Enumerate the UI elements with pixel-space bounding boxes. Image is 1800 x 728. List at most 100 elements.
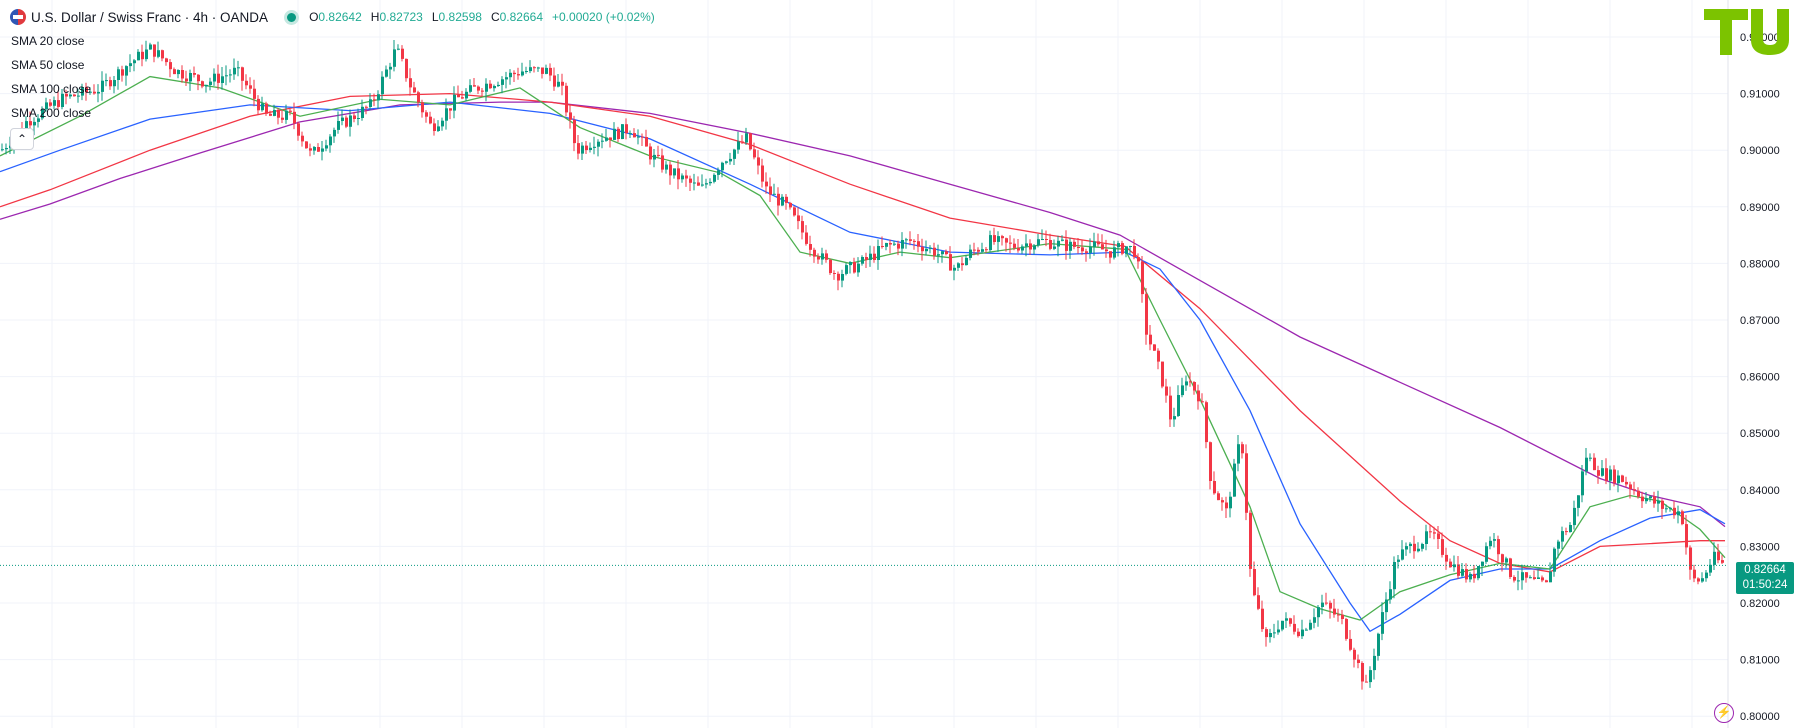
ohlc-low: L0.82598 — [431, 10, 482, 24]
sma-20-line — [0, 75, 1726, 621]
candle-body — [845, 265, 848, 274]
price-tick-label: 0.90000 — [1740, 145, 1780, 157]
candle-body — [761, 165, 764, 182]
candle-body — [529, 67, 532, 72]
candle-body — [533, 67, 536, 69]
candle-body — [505, 77, 508, 80]
candle-body — [321, 148, 324, 152]
candle-body — [1617, 475, 1620, 484]
price-tick-label: 0.87000 — [1740, 315, 1780, 327]
candle-body — [153, 44, 156, 57]
candle-body — [905, 239, 908, 241]
candle-body — [1633, 489, 1636, 491]
candle-body — [1537, 577, 1540, 579]
candle-body — [1713, 551, 1716, 565]
candle-body — [149, 44, 152, 50]
candle-body — [621, 124, 624, 139]
candle-body — [1525, 572, 1528, 578]
candle-body — [753, 149, 756, 158]
indicator-sma-50[interactable]: SMA 50 close — [11, 58, 85, 72]
candle-body — [1689, 547, 1692, 570]
collapse-indicators-button[interactable]: ⌃ — [10, 128, 34, 150]
candle-body — [1497, 539, 1500, 555]
candle-body — [253, 88, 256, 99]
candle-body — [1229, 496, 1232, 509]
candle-body — [1589, 457, 1592, 459]
candle-body — [333, 129, 336, 137]
candle-body — [829, 259, 832, 273]
candle-body — [1361, 663, 1364, 682]
sma-50-line — [0, 101, 1726, 633]
candle-body — [81, 87, 84, 96]
candle-body — [569, 112, 572, 120]
market-open-icon — [284, 9, 300, 25]
candle-body — [873, 253, 876, 260]
candle-body — [353, 115, 356, 119]
candle-body — [317, 147, 320, 152]
candle-body — [1117, 243, 1120, 248]
candle-body — [549, 67, 552, 76]
symbol-title[interactable]: U.S. Dollar / Swiss Franc · 4h · OANDA — [31, 9, 269, 25]
candle-body — [449, 108, 452, 111]
candle-body — [1641, 496, 1644, 502]
candle-body — [1025, 243, 1028, 247]
candle-body — [965, 257, 968, 266]
candle-body — [1237, 444, 1240, 464]
indicator-sma-100[interactable]: SMA 100 close — [11, 82, 92, 96]
candle-body — [825, 253, 828, 260]
candle-body — [381, 76, 384, 95]
candle-body — [765, 181, 768, 187]
candle-body — [629, 133, 632, 135]
candle-body — [833, 273, 836, 274]
candle-body — [1141, 261, 1144, 295]
candle-body — [1305, 629, 1308, 631]
candle-body — [1685, 524, 1688, 548]
candle-body — [433, 123, 436, 131]
candle-body — [1341, 614, 1344, 619]
candle-body — [729, 158, 732, 162]
indicator-sma-200[interactable]: SMA 200 close — [11, 106, 92, 120]
candle-body — [937, 254, 940, 256]
candle-body — [1705, 572, 1708, 579]
candle-body — [1605, 468, 1608, 481]
candle-body — [1321, 602, 1324, 607]
candle-body — [273, 110, 276, 116]
candle-body — [1221, 500, 1224, 503]
candle-body — [1425, 531, 1428, 544]
candle-body — [285, 110, 288, 120]
candle-body — [1441, 539, 1444, 555]
candle-body — [1193, 382, 1196, 391]
price-axis[interactable]: 0.920000.910000.900000.890000.880000.870… — [1727, 0, 1780, 728]
candle-body — [237, 67, 240, 69]
candle-body — [1333, 608, 1336, 615]
candle-body — [1073, 241, 1076, 247]
candle-body — [1153, 344, 1156, 351]
candle-body — [817, 256, 820, 260]
candle-body — [457, 94, 460, 98]
candle-body — [1325, 602, 1328, 604]
candle-body — [417, 92, 420, 103]
candle-body — [1597, 470, 1600, 476]
candle-body — [1309, 622, 1312, 630]
candle-body — [869, 253, 872, 260]
candle-body — [1701, 578, 1704, 582]
candle-body — [509, 72, 512, 78]
candle-body — [1449, 561, 1452, 568]
candle-body — [133, 60, 136, 64]
candle-body — [1197, 390, 1200, 402]
candle-body — [1265, 629, 1268, 638]
candle-body — [1097, 241, 1100, 245]
last-price-badge: 0.82664 01:50:24 — [1736, 562, 1794, 594]
chevron-up-icon: ⌃ — [16, 132, 28, 146]
indicator-sma-20[interactable]: SMA 20 close — [11, 34, 85, 48]
candle-body — [1257, 595, 1260, 609]
candle-body — [109, 80, 112, 87]
lightning-icon[interactable]: ⚡ — [1714, 703, 1734, 723]
candle-body — [1049, 240, 1052, 249]
price-tick-label: 0.91000 — [1740, 89, 1780, 101]
candle-body — [101, 80, 104, 92]
candle-body — [485, 83, 488, 92]
candle-body — [981, 249, 984, 252]
candle-body — [89, 91, 92, 93]
